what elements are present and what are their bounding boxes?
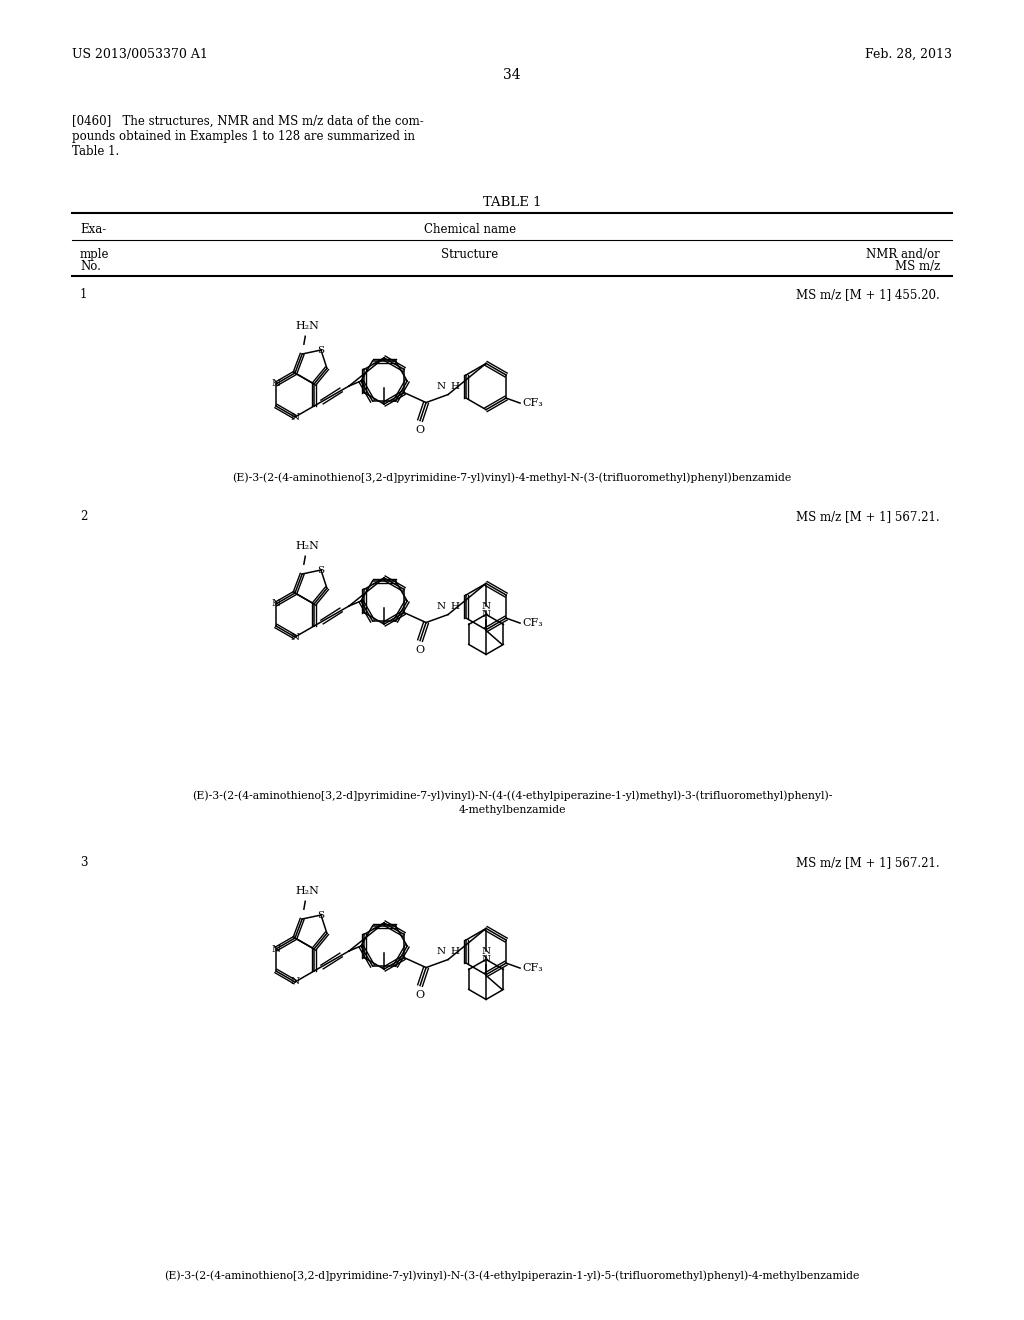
Text: N: N	[291, 978, 300, 986]
Text: H: H	[451, 946, 459, 956]
Text: S: S	[317, 346, 325, 355]
Text: TABLE 1: TABLE 1	[482, 195, 542, 209]
Text: N: N	[271, 380, 281, 388]
Text: Structure: Structure	[441, 248, 499, 261]
Text: 2: 2	[80, 510, 87, 523]
Text: MS m/z [M + 1] 567.21.: MS m/z [M + 1] 567.21.	[797, 855, 940, 869]
Text: H: H	[451, 381, 459, 391]
Text: (E)-3-(2-(4-aminothieno[3,2-d]pyrimidine-7-yl)vinyl)-N-(3-(4-ethylpiperazin-1-yl: (E)-3-(2-(4-aminothieno[3,2-d]pyrimidine…	[164, 1270, 860, 1280]
Text: N: N	[437, 946, 446, 956]
Text: O: O	[416, 425, 425, 434]
Text: S: S	[317, 565, 325, 574]
Text: Feb. 28, 2013: Feb. 28, 2013	[865, 48, 952, 61]
Text: N: N	[481, 610, 490, 619]
Text: 4-methylbenzamide: 4-methylbenzamide	[459, 805, 565, 814]
Text: N: N	[271, 599, 281, 609]
Text: 1: 1	[80, 288, 87, 301]
Text: N: N	[437, 381, 446, 391]
Text: MS m/z [M + 1] 567.21.: MS m/z [M + 1] 567.21.	[797, 510, 940, 523]
Text: NMR and/or: NMR and/or	[866, 248, 940, 261]
Text: CF₃: CF₃	[522, 399, 543, 408]
Text: CF₃: CF₃	[522, 618, 543, 628]
Text: MS m/z: MS m/z	[895, 260, 940, 273]
Text: 34: 34	[503, 69, 521, 82]
Text: No.: No.	[80, 260, 101, 273]
Text: N: N	[291, 412, 300, 421]
Text: H₂N: H₂N	[295, 887, 318, 896]
Text: N: N	[481, 946, 490, 956]
Text: MS m/z [M + 1] 455.20.: MS m/z [M + 1] 455.20.	[797, 288, 940, 301]
Text: Table 1.: Table 1.	[72, 145, 119, 158]
Text: (E)-3-(2-(4-aminothieno[3,2-d]pyrimidine-7-yl)vinyl)-N-(4-((4-ethylpiperazine-1-: (E)-3-(2-(4-aminothieno[3,2-d]pyrimidine…	[191, 789, 833, 800]
Text: S: S	[317, 911, 325, 920]
Text: N: N	[481, 602, 490, 611]
Text: Chemical name: Chemical name	[424, 223, 516, 236]
Text: O: O	[416, 644, 425, 655]
Text: H₂N: H₂N	[295, 541, 318, 552]
Text: H₂N: H₂N	[295, 322, 318, 331]
Text: [0460]   The structures, NMR and MS m/z data of the com-: [0460] The structures, NMR and MS m/z da…	[72, 115, 424, 128]
Text: (E)-3-(2-(4-aminothieno[3,2-d]pyrimidine-7-yl)vinyl)-4-methyl-N-(3-(trifluoromet: (E)-3-(2-(4-aminothieno[3,2-d]pyrimidine…	[232, 473, 792, 483]
Text: Exa-: Exa-	[80, 223, 106, 236]
Text: 3: 3	[80, 855, 87, 869]
Text: N: N	[271, 945, 281, 953]
Text: CF₃: CF₃	[522, 964, 543, 973]
Text: N: N	[437, 602, 446, 611]
Text: pounds obtained in Examples 1 to 128 are summarized in: pounds obtained in Examples 1 to 128 are…	[72, 129, 415, 143]
Text: H: H	[451, 602, 459, 611]
Text: US 2013/0053370 A1: US 2013/0053370 A1	[72, 48, 208, 61]
Text: O: O	[416, 990, 425, 999]
Text: N: N	[291, 632, 300, 642]
Text: N: N	[481, 954, 490, 964]
Text: mple: mple	[80, 248, 110, 261]
